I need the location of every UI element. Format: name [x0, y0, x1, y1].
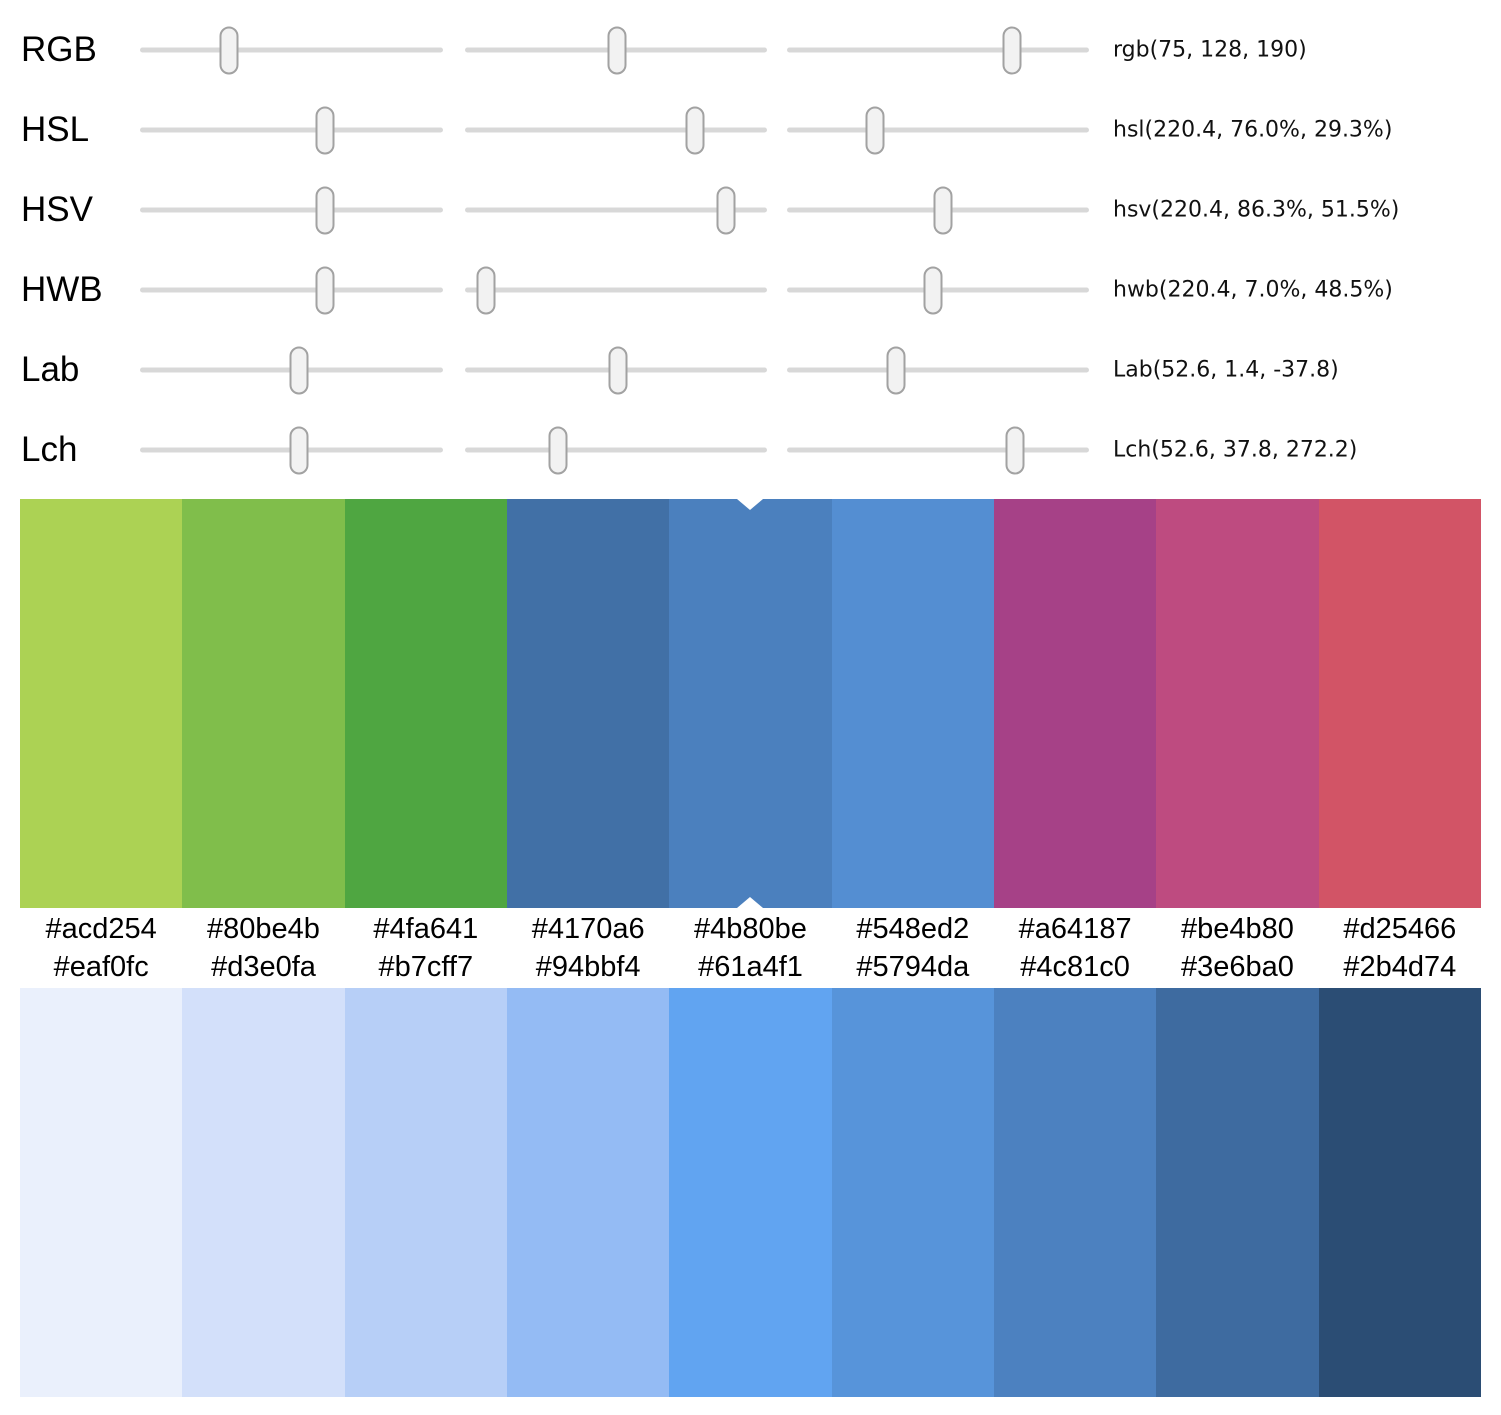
rgb-b-slider-handle[interactable]	[1002, 26, 1022, 74]
hue-hex-label-4: #4b80be	[694, 912, 807, 945]
lch-l-slider-track[interactable]	[140, 426, 443, 474]
hue-swatch-7[interactable]	[1156, 499, 1319, 908]
lch-value-readout: Lch(52.6, 37.8, 272.2)	[1113, 437, 1358, 463]
slider-row-label-hwb: HWB	[21, 270, 103, 309]
hue-swatch-6[interactable]	[993, 499, 1157, 908]
hue-swatch-8[interactable]	[1318, 499, 1481, 908]
tone-swatch-1[interactable]	[182, 988, 345, 1397]
rgb-b-slider-track[interactable]	[787, 26, 1089, 74]
hwb-h-slider-handle[interactable]	[315, 266, 335, 314]
tone-swatch-7[interactable]	[1156, 988, 1319, 1397]
slider-row-lab: Lab Lab(52.6, 1.4, -37.8)	[0, 330, 1501, 410]
rgb-value-readout: rgb(75, 128, 190)	[1113, 37, 1307, 63]
tone-hex-label-0: #eaf0fc	[53, 950, 149, 983]
slider-row-rgb: RGB rgb(75, 128, 190)	[0, 10, 1501, 90]
hwb-b-slider-handle[interactable]	[923, 266, 943, 314]
rgb-g-slider-track[interactable]	[465, 26, 767, 74]
lch-l-slider-handle[interactable]	[289, 426, 309, 474]
tone-swatch-0[interactable]	[20, 988, 183, 1397]
hsv-s-slider-track[interactable]	[465, 186, 767, 234]
hwb-w-slider-track[interactable]	[465, 266, 767, 314]
hue-palette	[20, 499, 1481, 908]
lab-a-slider-handle[interactable]	[608, 346, 627, 394]
tone-hex-label-row: #eaf0fc #d3e0fa #b7cff7 #94bbf4 #61a4f1 …	[20, 946, 1481, 988]
hsv-s-slider-handle[interactable]	[716, 186, 736, 234]
hwb-w-slider-handle[interactable]	[476, 266, 496, 314]
hue-hex-label-1: #80be4b	[207, 912, 320, 945]
hue-hex-label-8: #d25466	[1343, 912, 1457, 945]
hsv-v-slider-handle[interactable]	[933, 186, 953, 234]
hue-hex-label-row: #acd254 #80be4b #4fa641 #4170a6 #4b80be …	[20, 908, 1481, 950]
tone-swatch-5[interactable]	[831, 988, 994, 1397]
hue-hex-label-5: #548ed2	[856, 912, 970, 945]
rgb-r-slider-handle[interactable]	[219, 26, 239, 74]
hue-hex-label-6: #a64187	[1018, 912, 1132, 945]
tone-hex-label-6: #4c81c0	[1020, 950, 1130, 983]
hue-hex-label-2: #4fa641	[373, 912, 479, 945]
hwb-value-readout: hwb(220.4, 7.0%, 48.5%)	[1113, 277, 1393, 303]
tone-hex-label-2: #b7cff7	[378, 950, 474, 983]
hsv-v-slider-track[interactable]	[787, 186, 1089, 234]
slider-row-hwb: HWB hwb(220.4, 7.0%, 48.5%)	[0, 250, 1501, 330]
hsl-h-slider-track[interactable]	[140, 106, 443, 154]
slider-row-label-hsv: HSV	[21, 190, 93, 229]
slider-row-label-rgb: RGB	[21, 30, 97, 69]
lab-l-slider-track[interactable]	[140, 346, 443, 394]
slider-row-hsv: HSV hsv(220.4, 86.3%, 51.5%)	[0, 170, 1501, 250]
lch-c-slider-track[interactable]	[465, 426, 767, 474]
hsl-h-slider-handle[interactable]	[315, 106, 335, 154]
tone-hex-label-5: #5794da	[856, 950, 970, 983]
hue-swatch-4[interactable]	[669, 499, 832, 908]
tone-hex-label-4: #61a4f1	[698, 950, 803, 983]
hsv-h-slider-handle[interactable]	[315, 186, 335, 234]
tone-swatch-2[interactable]	[344, 988, 507, 1397]
slider-row-hsl: HSL hsl(220.4, 76.0%, 29.3%)	[0, 90, 1501, 170]
hsv-value-readout: hsv(220.4, 86.3%, 51.5%)	[1113, 197, 1400, 223]
hwb-h-slider-track[interactable]	[140, 266, 443, 314]
hsl-value-readout: hsl(220.4, 76.0%, 29.3%)	[1113, 117, 1393, 143]
rgb-g-slider-handle[interactable]	[607, 26, 627, 74]
slider-panel: RGB rgb(75, 128, 190) HSL hsl(220	[0, 10, 1501, 490]
tone-hex-label-7: #3e6ba0	[1181, 950, 1294, 983]
hsl-l-slider-handle[interactable]	[865, 106, 885, 154]
hsl-s-slider-track[interactable]	[465, 106, 767, 154]
hsl-s-slider-handle[interactable]	[685, 106, 705, 154]
lab-value-readout: Lab(52.6, 1.4, -37.8)	[1113, 357, 1339, 383]
slider-row-label-lch: Lch	[21, 430, 78, 469]
lab-a-slider-track[interactable]	[465, 346, 767, 394]
lch-h-slider-handle[interactable]	[1005, 426, 1025, 474]
slider-row-label-lab: Lab	[21, 350, 80, 389]
hwb-b-slider-track[interactable]	[787, 266, 1089, 314]
tone-swatch-8[interactable]	[1318, 988, 1481, 1397]
hsv-h-slider-track[interactable]	[140, 186, 443, 234]
lab-l-slider-handle[interactable]	[289, 346, 309, 394]
lch-c-slider-handle[interactable]	[548, 426, 568, 474]
hue-hex-label-3: #4170a6	[531, 912, 645, 945]
hue-swatch-5[interactable]	[831, 499, 994, 908]
tone-hex-label-1: #d3e0fa	[211, 950, 316, 983]
hue-swatch-2[interactable]	[344, 499, 507, 908]
slider-row-lch: Lch Lch(52.6, 37.8, 272.2)	[0, 410, 1501, 490]
hsl-l-slider-track[interactable]	[787, 106, 1089, 154]
hue-swatch-0[interactable]	[20, 499, 183, 908]
hue-hex-label-7: #be4b80	[1181, 912, 1294, 945]
tone-swatch-6[interactable]	[993, 988, 1157, 1397]
lab-b-slider-handle[interactable]	[886, 346, 906, 394]
tone-hex-label-8: #2b4d74	[1343, 950, 1457, 983]
hue-swatch-3[interactable]	[506, 499, 670, 908]
slider-row-label-hsl: HSL	[21, 110, 90, 149]
hue-hex-label-0: #acd254	[45, 912, 157, 945]
tone-palette	[20, 988, 1481, 1397]
tone-swatch-4[interactable]	[669, 988, 832, 1397]
lch-h-slider-track[interactable]	[787, 426, 1089, 474]
rgb-r-slider-track[interactable]	[140, 26, 443, 74]
lab-b-slider-track[interactable]	[787, 346, 1089, 394]
hue-swatch-1[interactable]	[182, 499, 345, 908]
tone-swatch-3[interactable]	[506, 988, 670, 1397]
tone-hex-label-3: #94bbf4	[535, 950, 641, 983]
